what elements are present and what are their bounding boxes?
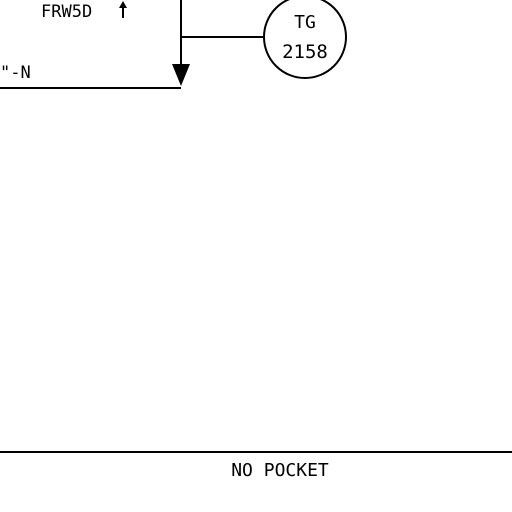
- line-size-label: "-N: [0, 63, 31, 83]
- instrument-circle: [263, 0, 347, 79]
- instrument-function: TG: [294, 12, 316, 33]
- instrument-number: 2158: [282, 41, 328, 63]
- line-tag-label: FRW5D: [41, 2, 92, 22]
- arrow-up-icon: [119, 1, 127, 18]
- note-label: NO POCKET: [231, 460, 329, 481]
- instrument-bubble: TG 2158: [263, 0, 347, 79]
- arrow-down-icon: [172, 64, 190, 86]
